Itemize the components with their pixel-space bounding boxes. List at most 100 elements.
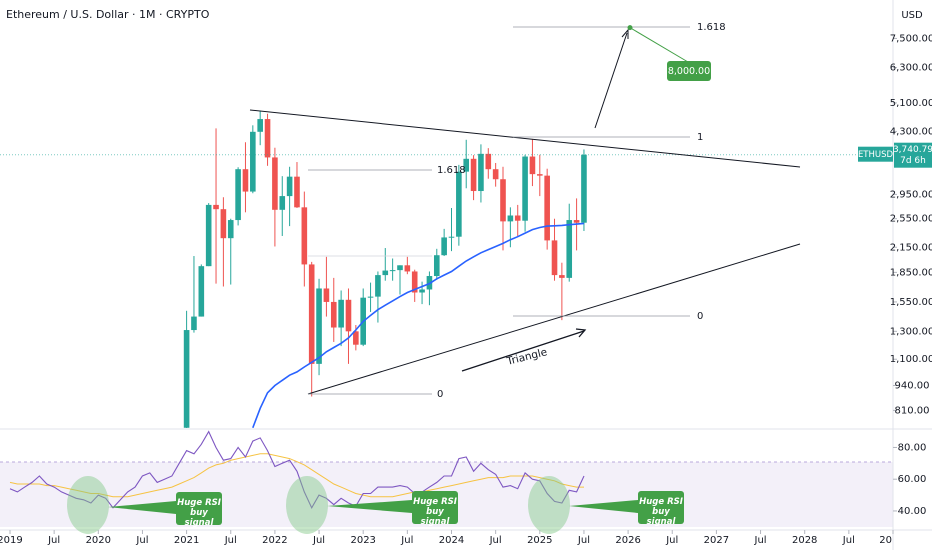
signal-highlight (67, 476, 109, 534)
candle-body (279, 196, 286, 210)
candle-body (551, 240, 558, 276)
x-tick-label: 2026 (615, 535, 640, 546)
candle-body (257, 119, 263, 132)
x-tick-label: Jul (842, 535, 855, 546)
candle-body (375, 275, 381, 297)
candle-body (345, 299, 352, 332)
y-tick-label: 1,300.00 (890, 326, 932, 337)
candle-body (470, 158, 477, 192)
candle-body (492, 169, 499, 180)
candle-body (522, 156, 528, 221)
candle-body (397, 265, 403, 271)
triangle-lower (307, 243, 801, 395)
candle-body (404, 265, 411, 272)
callout-box (638, 491, 684, 524)
candle-body (308, 264, 315, 364)
callout-tail (327, 500, 412, 513)
x-tick-label: Jul (754, 535, 767, 546)
chart-title: Ethereum / U.S. Dollar · 1M · CRYPTO (6, 8, 210, 21)
candle-body (573, 220, 580, 223)
rsi-pane (9, 430, 585, 509)
fib-label: 1.618 (437, 165, 466, 176)
callout-text: Huge RSI buy signal (177, 498, 221, 528)
candle-body (448, 236, 455, 238)
y-tick-label: 1,550.00 (890, 297, 932, 308)
x-tick-label: 2023 (350, 535, 375, 546)
candle-body (433, 255, 440, 277)
x-tick-label: Jul (577, 535, 590, 546)
candle-body (529, 156, 536, 175)
candle-body (485, 153, 492, 170)
callout-box (412, 491, 458, 524)
x-tick-label: Jul (400, 535, 413, 546)
candle-body (330, 301, 337, 328)
target-label: 8,000.00 (668, 66, 710, 77)
candle-body (191, 316, 197, 331)
candle-body (286, 176, 293, 197)
candle-body (478, 153, 484, 192)
symbol-box (858, 146, 893, 162)
candle-body (235, 169, 241, 221)
candle-body (367, 296, 374, 298)
candle-body (250, 131, 256, 192)
candle-body (456, 171, 462, 237)
signal-highlight (528, 476, 570, 534)
candle-body (507, 215, 514, 222)
x-tick-label: 2020 (86, 535, 111, 546)
candle-body (389, 270, 396, 272)
candle-body (537, 174, 543, 176)
callout-text: Huge RSI buy signal (639, 497, 683, 527)
candle-body (419, 289, 425, 293)
candle-body (316, 288, 322, 364)
price-box (894, 142, 932, 168)
x-tick-label: Jul (312, 535, 325, 546)
callout-tail (569, 500, 638, 513)
x-tick-label: Jul (47, 535, 60, 546)
y-tick-label: 2,950.00 (890, 189, 932, 200)
rsi-line (9, 430, 585, 509)
x-tick-label: Jul (665, 535, 678, 546)
x-tick-label: 2028 (792, 535, 817, 546)
candle-body (220, 209, 227, 239)
x-tick-label: Jul (135, 535, 148, 546)
x-tick-label: 2024 (439, 535, 464, 546)
fib-label: 1 (697, 132, 703, 143)
projection-arrow (594, 32, 628, 129)
x-tick-label: 2025 (527, 535, 552, 546)
candle-body (544, 175, 550, 241)
candle-body (411, 271, 418, 293)
x-tick-label: 2019 (0, 535, 23, 546)
symbol-label: ETHUSD (858, 150, 894, 160)
candle-body (183, 330, 190, 428)
target-point (627, 25, 633, 31)
countdown-label: 7d 6h (900, 156, 926, 166)
y-tick-label: 7,500.00 (890, 33, 932, 44)
currency: USD (901, 10, 923, 21)
candle-body (205, 204, 212, 267)
x-tick-label: 2022 (262, 535, 287, 546)
candle-body (294, 176, 300, 208)
triangle-arrow (461, 330, 585, 372)
candle-body (301, 207, 308, 265)
candle-body (382, 270, 389, 276)
y-tick-label: 810.00 (895, 405, 930, 416)
moving-average (252, 222, 585, 428)
candle-body (559, 275, 565, 278)
fib-label: 0 (437, 389, 443, 400)
candle-body (213, 204, 219, 210)
x-tick-label: 2021 (174, 535, 199, 546)
candle-body (264, 119, 271, 158)
y-tick-label: 2,550.00 (890, 214, 932, 225)
price-pane (183, 110, 587, 428)
target-connector (629, 27, 689, 63)
y-tick-label: 80.00 (898, 442, 927, 453)
y-tick-label: 940.00 (895, 381, 930, 392)
candle-body (198, 266, 205, 317)
candle-body (581, 154, 587, 223)
callout-box (176, 492, 222, 525)
x-tick-label: Jul (224, 535, 237, 546)
x-tick-label: 20 (879, 535, 892, 546)
